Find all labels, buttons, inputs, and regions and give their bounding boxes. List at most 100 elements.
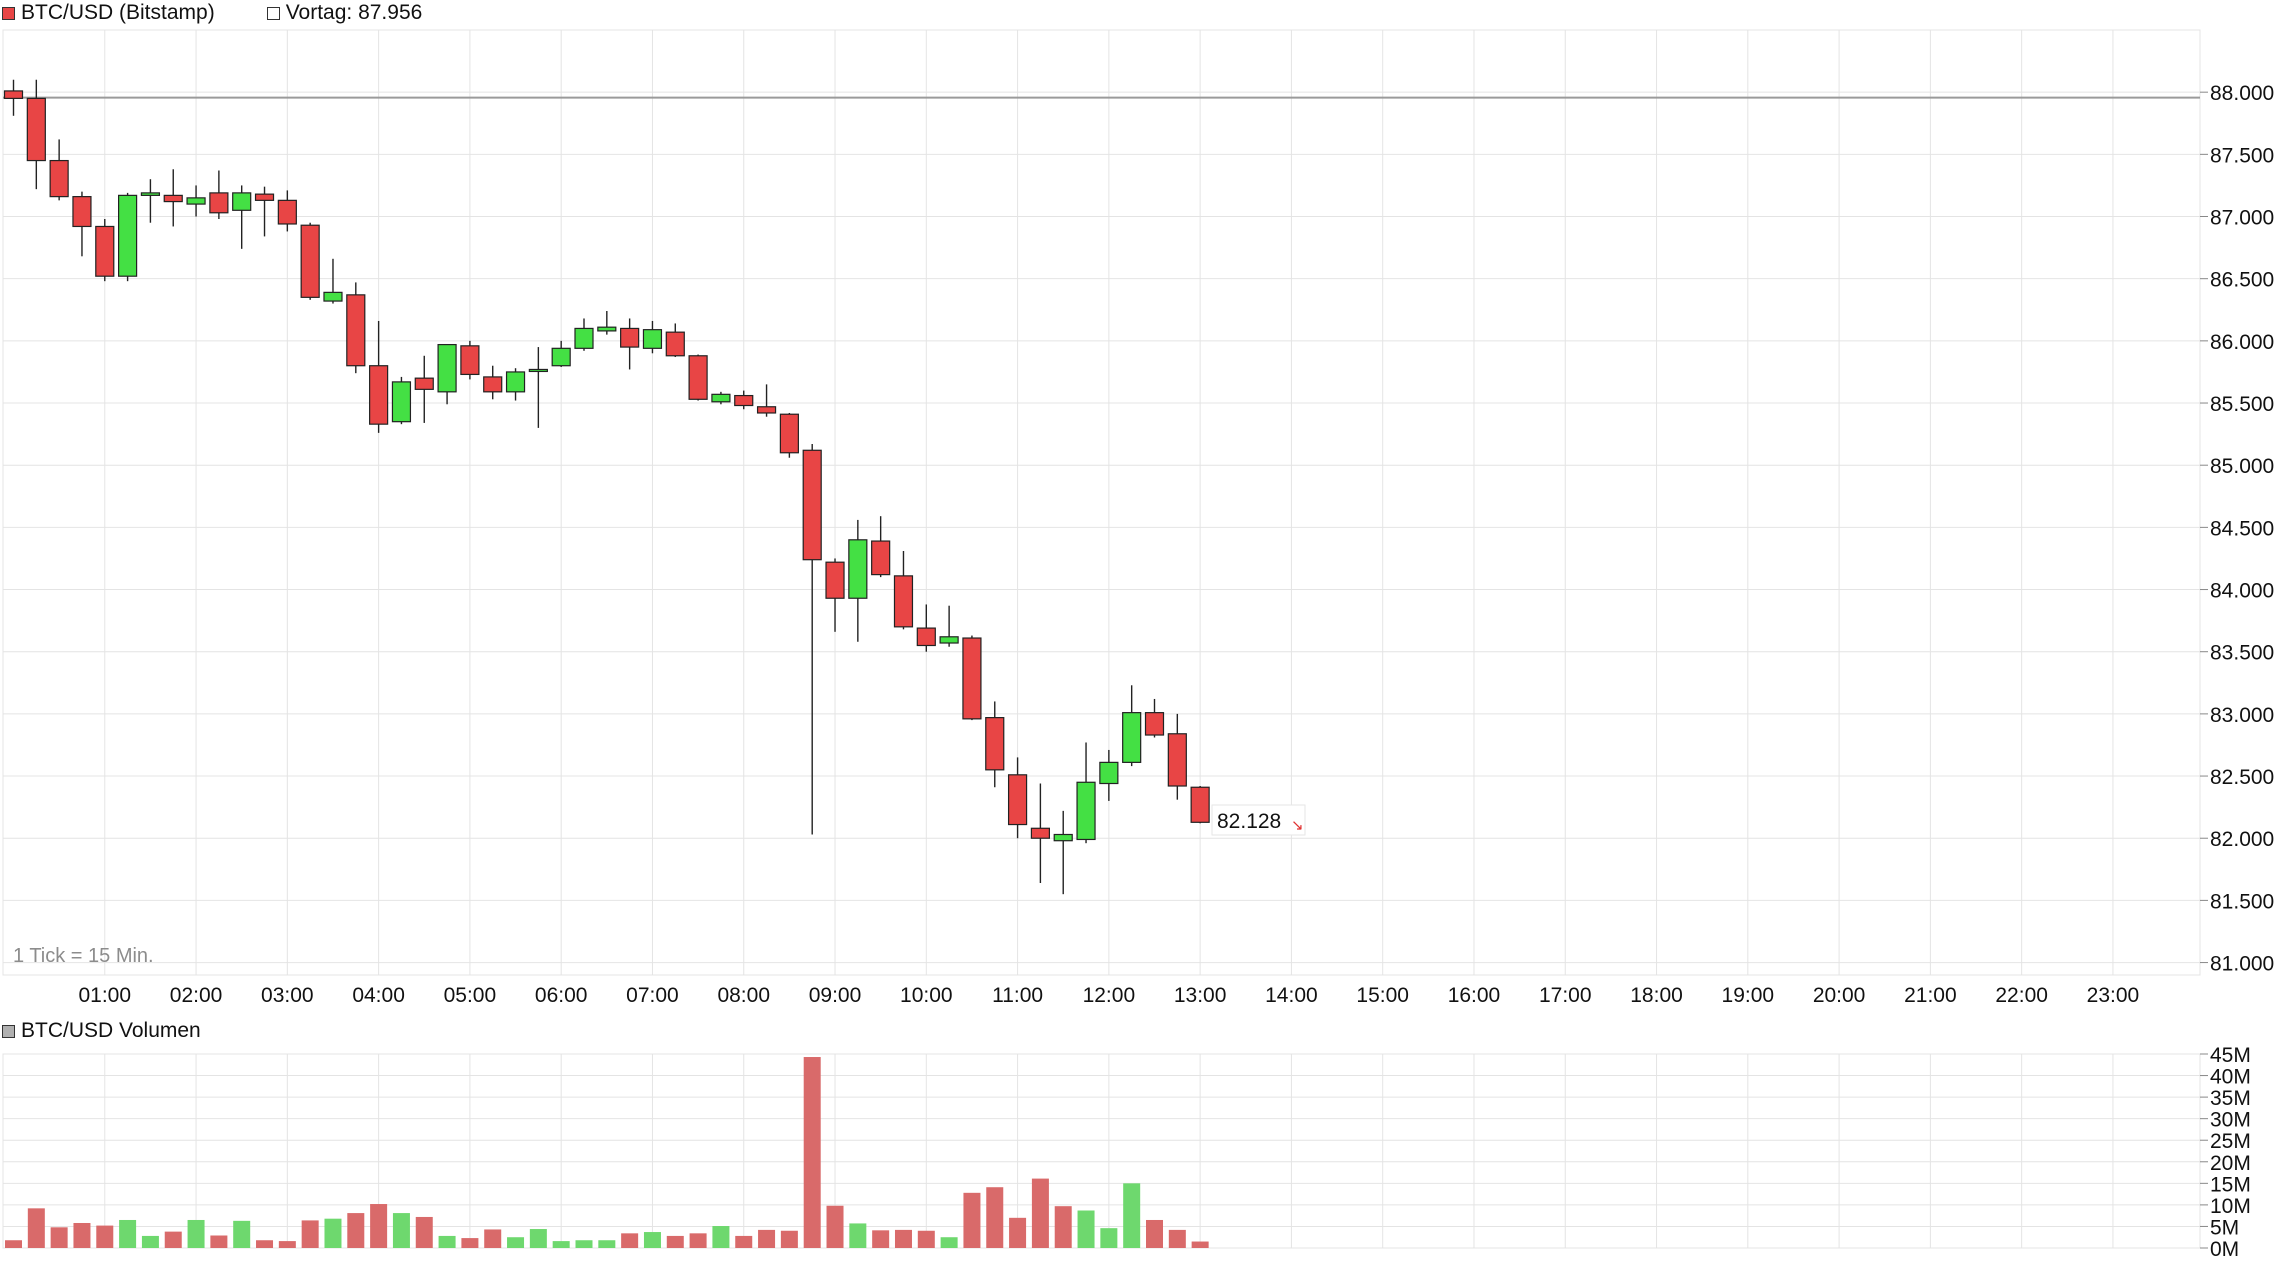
volume-bar xyxy=(96,1226,113,1248)
time-tick-label: 04:00 xyxy=(352,984,405,1007)
candle xyxy=(484,366,502,400)
volume-tick-label: 5M xyxy=(2210,1216,2239,1239)
price-tick-label: 87.000 xyxy=(2210,207,2274,230)
candle-body xyxy=(187,198,205,204)
candle-body xyxy=(758,407,776,413)
candle xyxy=(461,341,479,380)
time-tick-label: 03:00 xyxy=(261,984,314,1007)
candle-body xyxy=(940,637,958,643)
candle-body xyxy=(415,378,433,389)
candle xyxy=(1009,757,1027,838)
time-x-axis: 01:00 02:00 03:00 04:00 05:00 06:00 07:00 08:00… xyxy=(78,984,2139,1007)
candle-body xyxy=(1100,762,1118,783)
time-tick-label: 10:00 xyxy=(900,984,953,1007)
previous-close-label: Vortag: 87.956 xyxy=(286,1,423,25)
candle-body xyxy=(621,328,639,347)
volume-bar xyxy=(1169,1230,1186,1248)
time-tick-label: 15:00 xyxy=(1356,984,1409,1007)
price-legend: BTC/USD (Bitstamp) Vortag: 87.956 xyxy=(2,0,422,26)
volume-bar xyxy=(712,1226,729,1248)
candle xyxy=(1031,784,1049,883)
price-frame xyxy=(3,30,2200,975)
volume-bar xyxy=(256,1240,273,1248)
volume-bar xyxy=(51,1227,68,1248)
volume-bar xyxy=(347,1213,364,1248)
candle-body xyxy=(735,396,753,406)
candle-body xyxy=(575,328,593,348)
volume-bar xyxy=(370,1204,387,1248)
candle-body xyxy=(963,638,981,719)
volume-bar xyxy=(233,1221,250,1248)
volume-bar xyxy=(188,1220,205,1248)
candle xyxy=(1146,699,1164,738)
candle xyxy=(963,636,981,721)
candle-body xyxy=(780,414,798,453)
price-tick-label: 86.000 xyxy=(2210,331,2274,354)
candle-body xyxy=(1009,775,1027,825)
candle xyxy=(598,311,616,335)
time-tick-label: 11:00 xyxy=(992,984,1043,1007)
candle xyxy=(666,323,684,357)
candle-body xyxy=(141,193,159,195)
candle-body xyxy=(986,718,1004,770)
volume-bar xyxy=(1100,1228,1117,1248)
time-tick-label: 05:00 xyxy=(444,984,497,1007)
volume-bar xyxy=(667,1236,684,1248)
candle-body xyxy=(1168,734,1186,786)
volume-bar xyxy=(849,1223,866,1248)
volume-bar xyxy=(576,1240,593,1248)
volume-bar xyxy=(5,1240,22,1248)
candle-body xyxy=(689,356,707,400)
candle-body xyxy=(27,98,45,160)
candle-body xyxy=(50,161,68,197)
volume-series-swatch xyxy=(2,1025,15,1038)
candle xyxy=(415,356,433,423)
volume-bar xyxy=(1146,1220,1163,1248)
candle xyxy=(1168,714,1186,800)
candle xyxy=(96,219,114,281)
volume-tick-label: 35M xyxy=(2210,1087,2251,1110)
volume-bar xyxy=(963,1193,980,1248)
volume-bar xyxy=(530,1229,547,1248)
candle xyxy=(50,139,68,200)
volume-bar xyxy=(507,1237,524,1248)
candle xyxy=(392,377,410,424)
volume-bar xyxy=(1055,1206,1072,1248)
candle-body xyxy=(666,332,684,356)
volume-legend: BTC/USD Volumen xyxy=(2,1018,201,1044)
candle-body xyxy=(598,327,616,331)
previous-close-swatch xyxy=(267,7,280,20)
candle-body xyxy=(849,540,867,598)
candle xyxy=(826,558,844,631)
candle xyxy=(370,321,388,433)
time-tick-label: 06:00 xyxy=(535,984,588,1007)
candle xyxy=(1123,685,1141,766)
candle-body xyxy=(507,372,525,392)
volume-bar xyxy=(484,1229,501,1248)
candle-body xyxy=(370,366,388,424)
candle-body xyxy=(5,91,23,98)
volume-bar xyxy=(1123,1183,1140,1248)
volume-bar xyxy=(986,1187,1003,1248)
candle xyxy=(27,80,45,189)
volume-bar xyxy=(165,1232,182,1248)
candle-body xyxy=(233,193,251,210)
time-tick-label: 22:00 xyxy=(1995,984,2048,1007)
candle-body xyxy=(1054,834,1072,840)
volume-bar xyxy=(302,1220,319,1248)
candle xyxy=(735,391,753,410)
candle xyxy=(438,345,456,405)
candle xyxy=(1077,742,1095,843)
volume-bar xyxy=(1032,1179,1049,1248)
candle xyxy=(73,192,91,257)
time-tick-label: 13:00 xyxy=(1174,984,1227,1007)
volume-bar xyxy=(142,1236,159,1248)
candle xyxy=(301,223,319,300)
candle-body xyxy=(529,369,547,371)
candle-body xyxy=(119,195,137,276)
candle-body xyxy=(301,225,319,297)
candle xyxy=(164,169,182,226)
volume-bar xyxy=(872,1230,889,1248)
candle xyxy=(552,341,570,367)
price-candles xyxy=(5,80,1210,894)
